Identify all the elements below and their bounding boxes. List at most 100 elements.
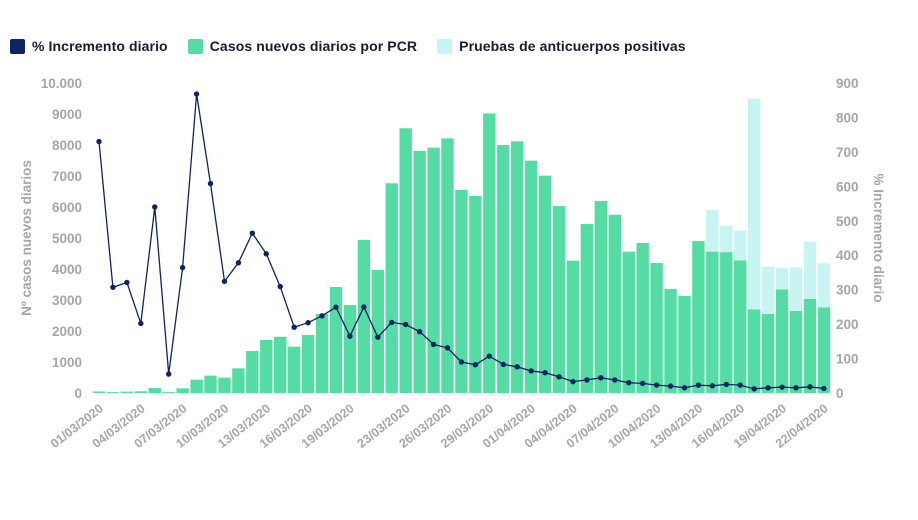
incremento-point[interactable]: [305, 320, 311, 326]
bar-pcr[interactable]: [260, 339, 273, 393]
bar-pcr[interactable]: [720, 252, 733, 393]
bar-pcr[interactable]: [636, 242, 649, 393]
bar-antibody[interactable]: [761, 266, 775, 314]
incremento-point[interactable]: [612, 377, 618, 383]
bar-pcr[interactable]: [650, 262, 663, 393]
incremento-point[interactable]: [96, 138, 102, 145]
incremento-point[interactable]: [361, 304, 367, 310]
bar-pcr[interactable]: [678, 295, 691, 393]
incremento-point[interactable]: [291, 324, 297, 330]
bar-pcr[interactable]: [775, 289, 789, 393]
bar-pcr[interactable]: [329, 286, 343, 393]
incremento-point[interactable]: [737, 382, 743, 388]
bar-pcr[interactable]: [427, 147, 440, 393]
legend-item-incremento-diario[interactable]: % Incremento diario: [10, 38, 168, 54]
bar-pcr[interactable]: [106, 392, 120, 393]
incremento-point[interactable]: [709, 383, 716, 389]
bar-pcr[interactable]: [190, 379, 203, 393]
legend-item-casos-pcr[interactable]: Casos nuevos diarios por PCR: [187, 38, 417, 54]
bar-antibody[interactable]: [734, 230, 747, 261]
bar-pcr[interactable]: [120, 391, 134, 393]
incremento-point[interactable]: [598, 375, 604, 381]
bar-pcr[interactable]: [483, 113, 496, 393]
bar-antibody[interactable]: [775, 268, 789, 290]
incremento-point[interactable]: [500, 361, 506, 368]
bar-pcr[interactable]: [789, 311, 803, 393]
bar-pcr[interactable]: [441, 138, 454, 393]
incremento-point[interactable]: [444, 345, 451, 351]
bar-pcr[interactable]: [497, 145, 510, 393]
bar-pcr[interactable]: [664, 288, 677, 393]
incremento-point[interactable]: [626, 379, 632, 386]
incremento-point[interactable]: [542, 369, 548, 376]
incremento-point[interactable]: [319, 313, 325, 319]
incremento-point[interactable]: [333, 304, 339, 310]
incremento-point[interactable]: [124, 279, 130, 286]
bar-pcr[interactable]: [399, 128, 412, 393]
incremento-point[interactable]: [821, 385, 827, 392]
bar-antibody[interactable]: [720, 225, 733, 253]
bar-pcr[interactable]: [734, 260, 747, 393]
bar-pcr[interactable]: [162, 392, 175, 393]
incremento-point[interactable]: [486, 353, 493, 359]
bar-pcr[interactable]: [301, 335, 315, 393]
incremento-point[interactable]: [179, 264, 186, 271]
incremento-point[interactable]: [166, 371, 172, 377]
incremento-point[interactable]: [528, 368, 534, 374]
incremento-point[interactable]: [751, 386, 757, 392]
bar-pcr[interactable]: [134, 391, 148, 393]
incremento-point[interactable]: [152, 204, 158, 210]
bar-pcr[interactable]: [287, 346, 301, 393]
bar-pcr[interactable]: [524, 160, 538, 393]
incremento-point[interactable]: [653, 382, 660, 388]
incremento-point[interactable]: [793, 385, 799, 391]
bar-pcr[interactable]: [176, 388, 189, 393]
incremento-point[interactable]: [779, 384, 785, 390]
bar-antibody[interactable]: [789, 267, 803, 312]
incremento-point[interactable]: [639, 380, 646, 387]
bar-pcr[interactable]: [204, 375, 217, 393]
bar-antibody[interactable]: [817, 263, 831, 308]
incremento-point[interactable]: [402, 321, 409, 328]
bar-pcr[interactable]: [511, 141, 524, 393]
bar-pcr[interactable]: [246, 350, 259, 393]
incremento-point[interactable]: [723, 381, 729, 388]
bar-pcr[interactable]: [692, 241, 705, 393]
bar-pcr[interactable]: [315, 313, 329, 393]
bar-pcr[interactable]: [371, 269, 384, 393]
incremento-point[interactable]: [389, 319, 395, 326]
bar-pcr[interactable]: [413, 150, 426, 393]
incremento-point[interactable]: [138, 320, 144, 327]
incremento-point[interactable]: [416, 328, 423, 335]
incremento-point[interactable]: [277, 283, 283, 290]
incremento-point[interactable]: [472, 362, 479, 368]
incremento-point[interactable]: [695, 382, 702, 388]
incremento-point[interactable]: [584, 377, 590, 383]
incremento-point[interactable]: [110, 284, 116, 290]
incremento-point[interactable]: [765, 385, 771, 391]
bar-pcr[interactable]: [538, 175, 552, 393]
bar-pcr[interactable]: [594, 200, 608, 393]
bar-pcr[interactable]: [747, 309, 761, 393]
bar-pcr[interactable]: [343, 304, 357, 393]
bar-pcr[interactable]: [608, 214, 621, 393]
incremento-point[interactable]: [667, 383, 674, 389]
bar-pcr[interactable]: [622, 251, 635, 393]
incremento-point[interactable]: [193, 91, 200, 97]
bar-pcr[interactable]: [148, 388, 161, 393]
incremento-point[interactable]: [430, 341, 437, 348]
incremento-point[interactable]: [375, 334, 381, 340]
bar-pcr[interactable]: [552, 206, 566, 393]
incremento-point[interactable]: [556, 374, 562, 380]
incremento-point[interactable]: [807, 384, 813, 390]
incremento-point[interactable]: [570, 378, 576, 385]
bar-antibody[interactable]: [706, 210, 719, 252]
incremento-point[interactable]: [221, 278, 228, 285]
bar-pcr[interactable]: [92, 391, 106, 393]
incremento-point[interactable]: [514, 364, 520, 370]
bar-pcr[interactable]: [455, 189, 468, 393]
bar-pcr[interactable]: [817, 307, 831, 393]
bar-pcr[interactable]: [566, 260, 580, 393]
bar-pcr[interactable]: [274, 336, 287, 393]
incremento-point[interactable]: [263, 251, 269, 257]
